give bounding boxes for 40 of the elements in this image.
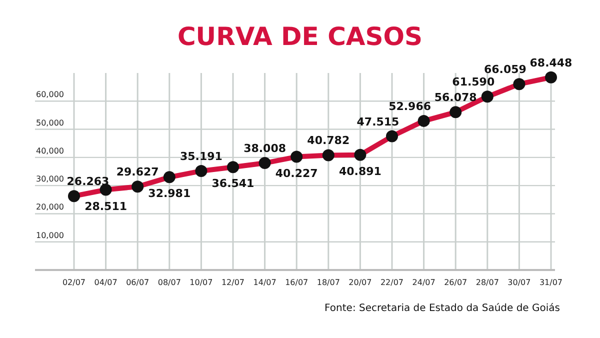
chart-title: CURVA DE CASOS [177,22,423,51]
x-tick-label: 04/07 [94,278,118,287]
x-tick-label: 08/07 [158,278,181,287]
y-tick-label: 10,000 [36,230,64,240]
x-tick-label: 18/07 [316,278,340,287]
text: 40.227 [275,166,318,180]
y-tick-label: 50,000 [36,118,64,128]
x-tick-label: 20/07 [348,278,372,287]
text: 68.448 [530,56,572,70]
text: 52.966 [388,100,432,113]
x-tick-label: 12/07 [221,278,245,287]
text: 29.627 [116,166,159,179]
x-tick-label: 22/07 [380,278,404,287]
text: 66.059 [484,63,526,76]
source-note: Fonte: Secretaria de Estado da Saúde de Goiás [324,303,560,314]
text: 61.590 [452,76,495,89]
x-tick-label: 30/07 [508,278,531,287]
x-tick-label: 31/07 [539,278,563,287]
text: 40.891 [338,164,382,178]
x-tick-label: 14/07 [253,278,276,287]
text: 36.541 [212,177,254,190]
y-tick-label: 60,000 [36,90,64,100]
x-tick-label: 10/07 [190,278,213,287]
x-tick-label: 02/07 [62,278,86,287]
text: 38.008 [244,142,286,156]
y-tick-label: 30,000 [36,174,64,184]
text: 28.511 [84,200,128,213]
y-tick-label: 40,000 [36,146,64,156]
text: 56.078 [434,91,477,104]
text: 40.782 [307,134,350,148]
text: 32.981 [148,187,191,200]
x-tick-label: 06/07 [126,278,150,287]
text: 47.515 [356,115,400,128]
text: 35.191 [180,150,222,163]
y-tick-label: 20,000 [36,202,64,212]
x-tick-label: 24/07 [412,278,436,287]
x-tick-label: 26/07 [444,278,468,287]
x-tick-label: 28/07 [476,278,499,287]
x-tick-label: 16/07 [285,278,308,287]
text: 26.263 [66,175,110,188]
